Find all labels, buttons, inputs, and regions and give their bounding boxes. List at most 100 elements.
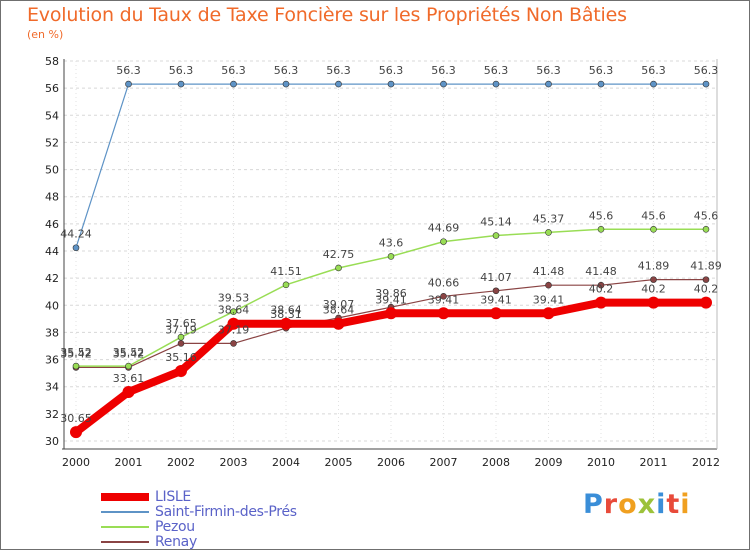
legend-item: Pezou [101,518,297,535]
data-point [597,225,605,233]
legend-item: Renay [101,533,297,550]
data-point [230,308,237,315]
legend-label: Renay [155,533,197,550]
data-labels: 30.65 33.61 35.16 38.64 38.64 38.64 39.41 39.41… [60,64,722,425]
y-tick-label: 42 [45,272,59,285]
data-label: 37.19 [218,323,250,336]
legend-label: LISLE [155,488,191,505]
data-point [230,340,237,347]
data-label: 30.65 [60,412,92,425]
legend-swatch [101,540,149,543]
data-label: 39.41 [480,293,512,306]
data-label: 41.48 [585,265,617,278]
data-label: 44.24 [60,228,92,241]
data-label: 39.86 [375,287,407,300]
data-point [387,80,395,88]
data-point [545,80,552,88]
legend-item: LISLE [101,488,297,505]
data-label: 56.3 [431,64,456,77]
y-tick-label: 46 [45,218,59,231]
data-point [280,317,292,330]
data-label: 41.89 [690,260,722,273]
data-label: 39.07 [323,298,355,311]
data-label: 38.31 [270,308,302,321]
data-label: 56.3 [641,64,666,77]
data-point [595,296,607,309]
data-point [230,80,237,88]
y-tick-label: 54 [45,109,59,122]
data-point [385,307,397,320]
data-label: 41.51 [270,265,302,278]
legend-label: Pezou [155,518,195,535]
data-point [650,80,657,88]
data-label: 38.64 [270,304,302,317]
y-tick-label: 56 [45,82,59,95]
logo-letter: t [666,489,681,520]
data-point [177,80,185,88]
data-label: 45.14 [480,216,512,229]
data-point [702,80,710,88]
data-point [492,80,500,88]
data-label: 42.75 [323,248,355,261]
data-label: 43.6 [379,236,404,249]
legend-swatch [101,525,149,528]
data-label: 40.2 [589,283,614,296]
y-tick-label: 40 [45,299,59,312]
data-point [647,296,660,309]
data-point [492,232,500,239]
data-point [177,340,185,347]
data-label: 40.66 [428,276,460,289]
grid [64,60,717,442]
data-label: 45.6 [641,209,666,222]
y-tick-label: 58 [45,55,59,68]
x-tick-label: 2002 [167,456,195,469]
legend-label: Saint-Firmin-des-Prés [155,503,297,520]
data-point [72,244,80,252]
data-point [597,281,605,289]
data-label: 38.64 [323,304,355,317]
data-point [702,225,710,233]
y-tick-label: 34 [45,381,59,394]
data-label: 39.53 [218,292,250,305]
y-tick-label: 52 [45,136,59,149]
data-point [122,386,135,399]
y-tick-label: 32 [45,408,59,421]
logo-letter: i [656,489,667,520]
data-label: 45.6 [589,209,614,222]
data-point [335,80,342,88]
data-point [227,317,240,330]
data-point [650,225,657,233]
y-tick-label: 36 [45,354,59,367]
data-point [335,264,342,272]
x-tick-label: 2003 [220,456,248,469]
data-label: 39.41 [533,293,565,306]
data-label: 45.37 [533,212,565,225]
data-label: 56.3 [274,64,299,77]
data-point [700,296,712,309]
data-label: 56.3 [536,64,561,77]
data-label: 56.3 [326,64,351,77]
data-label: 33.61 [113,372,145,385]
x-tick-label: 2006 [377,456,405,469]
data-point [177,333,185,341]
data-label: 35.42 [113,347,145,360]
data-point [702,276,710,283]
data-point [542,307,555,320]
data-point [650,276,657,283]
data-label: 56.3 [221,64,246,77]
x-tick-label: 2008 [482,456,510,469]
logo-letter: o [618,489,638,520]
x-tick-label: 2000 [62,456,90,469]
data-point [545,229,552,236]
data-point [332,317,345,330]
data-label: 35.52 [113,346,145,359]
y-tick-label: 50 [45,164,59,177]
x-tick-label: 2009 [535,456,563,469]
x-tick-label: 2011 [640,456,668,469]
data-label: 40.2 [694,283,719,296]
data-label: 35.16 [165,351,197,364]
data-point [440,238,447,245]
data-label: 35.52 [60,346,92,359]
axes: 30 32 34 36 38 40 42 44 46 48 50 52 54 56 58 2000 2001 20… [45,55,720,469]
